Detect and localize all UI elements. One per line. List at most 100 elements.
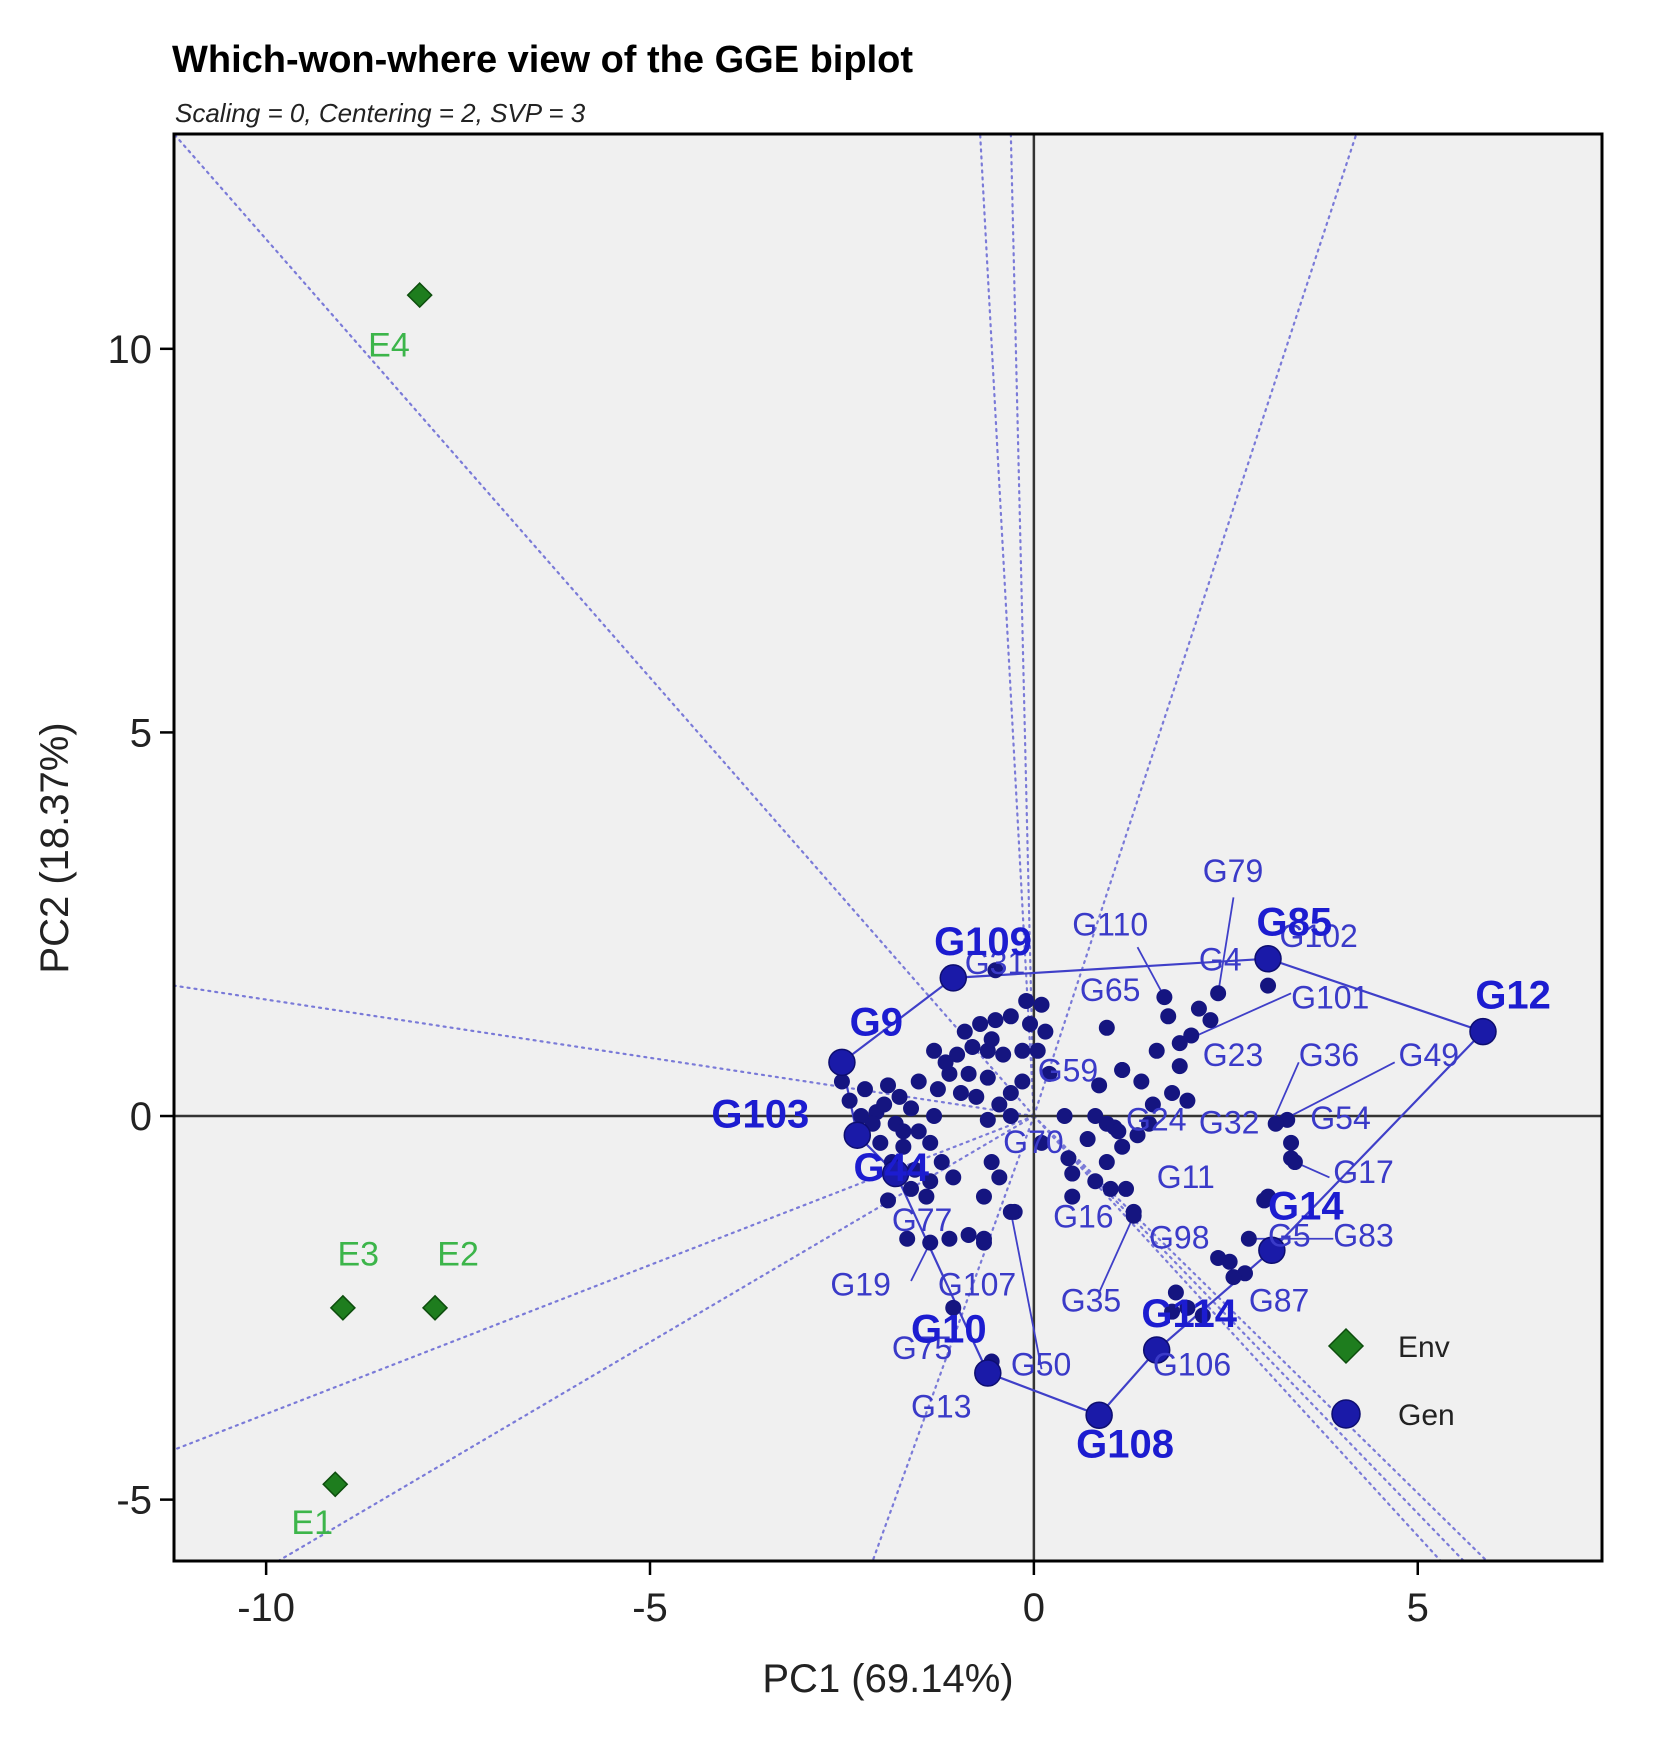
vertex-genotype-point-g114 xyxy=(1142,1336,1171,1364)
genotype-point xyxy=(1202,1012,1219,1029)
genotype-point xyxy=(1022,1015,1039,1032)
y-axis-label: PC2 (18.37%) xyxy=(33,722,77,973)
genotype-point xyxy=(1179,1299,1196,1316)
genotype-point xyxy=(929,1081,946,1098)
genotype-label-g19: G19 xyxy=(830,1267,890,1303)
genotype-point xyxy=(1114,1138,1131,1155)
genotype-point xyxy=(1079,1131,1096,1148)
genotype-point xyxy=(1167,1284,1184,1301)
genotype-point xyxy=(983,1031,1000,1048)
ray-line xyxy=(276,1114,1035,1561)
genotype-point xyxy=(895,1138,912,1155)
genotype-point xyxy=(937,1054,954,1071)
genotype-point-g54 xyxy=(1283,1134,1300,1151)
genotype-point xyxy=(903,1100,920,1117)
vertex-genotype-point-g108 xyxy=(1085,1401,1113,1429)
genotype-point xyxy=(1133,1073,1150,1090)
ray-line xyxy=(1032,134,1358,1118)
vertex-genotype-point-g85 xyxy=(1254,944,1282,973)
leader-line xyxy=(1136,946,1166,998)
genotype-label-g17: G17 xyxy=(1333,1154,1393,1190)
genotype-label-g54: G54 xyxy=(1310,1100,1370,1136)
genotype-point-g65 xyxy=(1098,1019,1115,1036)
chart-subtitle: Scaling = 0, Centering = 2, SVP = 3 xyxy=(175,98,586,128)
genotype-point-g16 xyxy=(1064,1165,1081,1182)
genotype-point xyxy=(933,1154,950,1171)
genotype-point xyxy=(910,1073,927,1090)
x-tick-label: -10 xyxy=(237,1586,295,1630)
genotype-point-g50 xyxy=(1002,1203,1019,1220)
genotype-point xyxy=(1098,1154,1115,1171)
ray-line xyxy=(979,134,1035,1118)
genotype-point xyxy=(880,1192,896,1209)
x-tick-label: -5 xyxy=(632,1586,668,1630)
genotype-point xyxy=(949,1046,966,1063)
genotype-point xyxy=(1087,1108,1104,1125)
genotype-point xyxy=(1002,1008,1019,1025)
leader-line xyxy=(1271,1061,1300,1125)
vertex-genotype-point-g109 xyxy=(939,964,968,992)
genotype-label-g50: G50 xyxy=(1011,1346,1071,1382)
genotype-point xyxy=(876,1096,893,1113)
genotype-point xyxy=(1029,1042,1046,1059)
genotype-point-g11 xyxy=(1118,1180,1134,1197)
environment-label-e3: E3 xyxy=(337,1236,379,1274)
genotype-point-g75 xyxy=(945,1299,962,1316)
vertex-genotype-point-g10 xyxy=(974,1359,1002,1387)
vertex-genotype-label-g109: G109 xyxy=(934,920,1032,964)
vertex-genotype-label-g114: G114 xyxy=(1141,1292,1237,1336)
ray-line xyxy=(1032,1114,1442,1561)
genotype-label-g75: G75 xyxy=(892,1330,952,1366)
genotype-point-g23 xyxy=(1114,1061,1131,1078)
genotype-point xyxy=(1014,1042,1031,1059)
genotype-point-g106 xyxy=(1164,1303,1181,1320)
genotype-point xyxy=(1037,1023,1054,1040)
genotype-label-g87: G87 xyxy=(1249,1283,1309,1319)
genotype-point-g32 xyxy=(1129,1127,1146,1144)
genotype-point-g107 xyxy=(975,1234,992,1251)
genotype-point-g101 xyxy=(1171,1035,1188,1052)
genotype-point xyxy=(956,1023,973,1040)
genotype-label-g5: G5 xyxy=(1268,1217,1311,1253)
genotype-label-g110: G110 xyxy=(1072,907,1148,943)
genotype-point xyxy=(880,1077,896,1094)
leader-line xyxy=(1217,897,1235,994)
genotype-point xyxy=(995,1046,1012,1063)
genotype-point xyxy=(1087,1173,1104,1190)
genotype-point xyxy=(991,1096,1008,1113)
genotype-label-g32: G32 xyxy=(1199,1105,1259,1141)
point-labels: E1 E2 E3 E4 G79 G110 G4 G102 G65 G101 G23 G36 G49 G54… xyxy=(291,326,1551,1542)
environment-point-e1 xyxy=(322,1471,349,1498)
genotype-point xyxy=(891,1088,908,1105)
vertex-genotype-label-g103: G103 xyxy=(711,1093,809,1137)
genotype-point-g102 xyxy=(1260,977,1277,994)
vertex-genotype-point-g12 xyxy=(1469,1017,1497,1046)
genotype-point xyxy=(1148,1042,1165,1059)
genotype-label-g36: G36 xyxy=(1299,1037,1359,1073)
environment-point-e3 xyxy=(329,1294,356,1321)
genotype-point xyxy=(1064,1188,1081,1205)
genotype-point-g24 xyxy=(1110,1123,1127,1140)
leader-line xyxy=(1009,1211,1043,1370)
genotype-point xyxy=(1164,1085,1181,1102)
genotype-point xyxy=(899,1230,916,1247)
genotype-point-g35 xyxy=(1125,1207,1142,1224)
legend-label-gen: Gen xyxy=(1398,1399,1455,1432)
genotype-point-g77 xyxy=(918,1188,935,1205)
genotype-point xyxy=(1179,1092,1196,1109)
genotype-label-g24: G24 xyxy=(1126,1102,1186,1138)
genotype-point xyxy=(1091,1077,1108,1094)
vertex-genotype-label-g108: G108 xyxy=(1076,1422,1174,1466)
genotype-label-g23: G23 xyxy=(1203,1037,1263,1073)
genotype-point-g19 xyxy=(922,1234,939,1251)
genotype-point xyxy=(841,1092,858,1109)
genotype-point xyxy=(906,1161,923,1178)
ray-line xyxy=(174,984,1035,1118)
genotype-label-g4: G4 xyxy=(1199,941,1242,977)
vertex-genotype-label-g10: G10 xyxy=(911,1307,987,1351)
origin-axes xyxy=(174,134,1602,1561)
genotype-points xyxy=(828,944,1497,1429)
leader-line xyxy=(1098,1215,1135,1293)
environment-label-e1: E1 xyxy=(291,1504,333,1542)
legend-label-env: Env xyxy=(1398,1331,1450,1364)
